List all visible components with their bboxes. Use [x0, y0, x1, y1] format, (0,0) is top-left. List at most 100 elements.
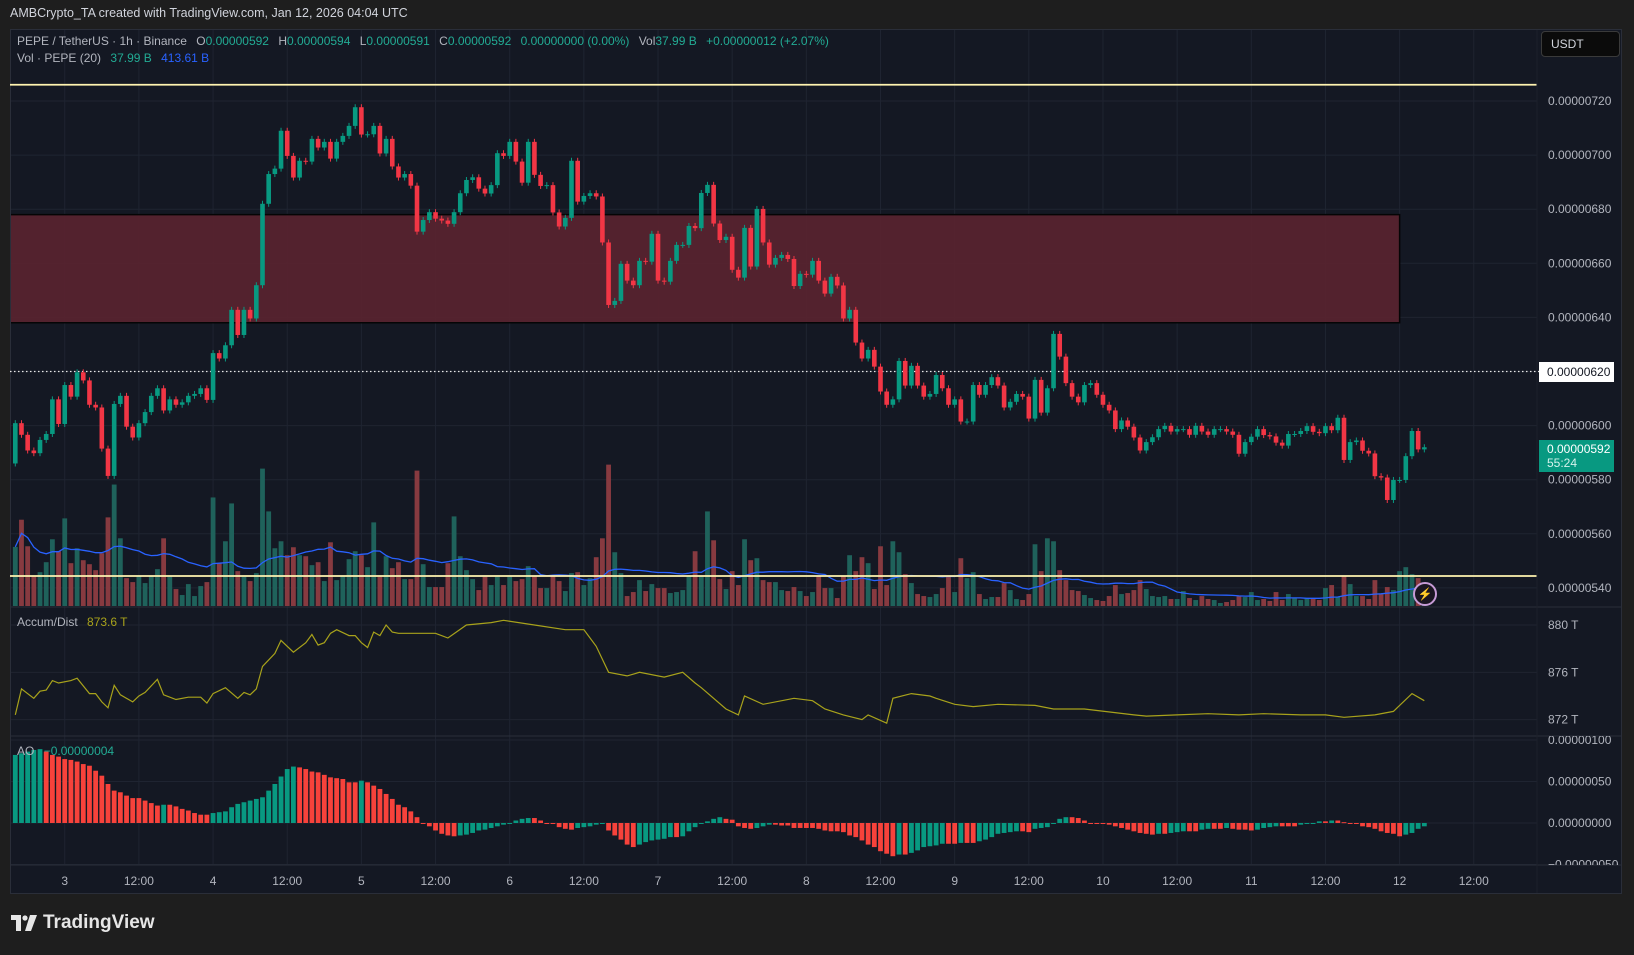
volume-bar — [334, 580, 340, 606]
candle-body — [1378, 476, 1384, 478]
time-axis-label: 7 — [655, 874, 662, 888]
candle-body — [581, 195, 587, 202]
ao-bar — [402, 807, 408, 823]
volume-bar — [371, 522, 377, 606]
candle-body — [686, 225, 692, 245]
volume-bar — [241, 576, 247, 606]
volume-bar — [482, 576, 488, 606]
change-value: 0.00000000 (0.00%) — [520, 34, 630, 48]
volume-bar — [1310, 598, 1316, 606]
ao-bar — [1001, 823, 1007, 833]
ao-bar — [439, 823, 445, 834]
volume-bar — [600, 538, 605, 606]
candle-body — [1045, 388, 1050, 413]
volume-bar — [87, 564, 92, 606]
candle-body — [260, 203, 265, 286]
ao-bar — [1038, 823, 1044, 828]
volume-bar — [383, 556, 389, 606]
ao-bar — [655, 823, 661, 840]
volume-bar — [562, 591, 568, 606]
ao-bar — [1082, 820, 1087, 823]
volume-bar — [1193, 600, 1199, 606]
candle-body — [742, 227, 747, 278]
candle-body — [204, 388, 210, 400]
volume-bar — [692, 551, 698, 606]
symbol-label[interactable]: PEPE / TetherUS · 1h · Binance — [17, 34, 187, 48]
ao-bar — [550, 823, 556, 824]
ao-bar — [99, 775, 105, 823]
accum-dist-label[interactable]: Accum/Dist — [17, 615, 78, 629]
volume-bar — [612, 552, 618, 606]
volume-bar — [1150, 596, 1155, 606]
candle-body — [315, 138, 321, 148]
ao-bar — [1094, 823, 1100, 824]
ao-bar — [1323, 821, 1328, 823]
volume-bar — [1119, 594, 1124, 606]
candle-body — [902, 360, 908, 386]
ao-bar — [1044, 823, 1050, 828]
volume-bar — [853, 571, 859, 606]
time-axis-label: 12:00 — [272, 874, 302, 888]
volume-bar — [1156, 597, 1161, 606]
candle-body — [1162, 425, 1168, 430]
ao-bar — [878, 823, 883, 852]
ao-label[interactable]: AO — [17, 744, 35, 758]
volume-bar — [1224, 602, 1229, 606]
candle-body — [93, 404, 98, 408]
ao-bar — [488, 823, 494, 828]
volume-bar — [148, 575, 154, 606]
volume-bar — [606, 464, 611, 606]
candle-body — [155, 388, 160, 396]
ao-bar — [1329, 820, 1335, 823]
candle-body — [847, 309, 852, 319]
ao-bar — [748, 823, 754, 829]
candle-body — [328, 141, 333, 159]
volume-bar — [457, 556, 463, 606]
candle-body — [266, 174, 271, 204]
volume-bar — [1094, 600, 1100, 606]
current-price-badge: 0.00000592 55:24 — [1539, 440, 1614, 472]
ao-bar — [1218, 823, 1223, 829]
volume-bar — [1205, 599, 1211, 606]
volume-bar — [501, 585, 506, 606]
tradingview-logo[interactable]: TradingView — [11, 912, 155, 934]
ao-bar — [1143, 823, 1149, 834]
volume-bar — [927, 597, 933, 606]
volume-bar — [624, 596, 630, 606]
volume-indicator-label[interactable]: Vol · PEPE (20) — [17, 51, 102, 65]
ao-bar — [532, 818, 537, 823]
candle-body — [457, 193, 463, 213]
ao-bar — [185, 810, 191, 823]
currency-button[interactable]: USDT — [1541, 31, 1620, 57]
candle-body — [785, 254, 791, 259]
ao-bar — [1100, 823, 1106, 824]
ao-bar — [1285, 823, 1291, 827]
volume-bar — [1292, 598, 1297, 606]
candle-body — [507, 141, 512, 156]
time-axis-label: 8 — [803, 874, 810, 888]
candle-body — [760, 208, 766, 243]
ao-bar — [1063, 817, 1069, 823]
volume-bar — [1038, 571, 1044, 606]
volume-bar — [247, 581, 253, 606]
volume-bar — [358, 555, 364, 606]
ao-bar — [1421, 823, 1427, 827]
ao-bar — [494, 823, 500, 827]
candle-body — [1224, 429, 1229, 432]
ao-bar — [1187, 823, 1192, 832]
volume-bar — [167, 576, 173, 606]
ao-bar — [334, 778, 340, 823]
candle-body — [192, 393, 197, 396]
volume-bar — [643, 591, 649, 606]
ao-bar — [964, 823, 970, 843]
candle-body — [1211, 429, 1217, 435]
volume-bar — [803, 596, 809, 606]
ao-bar — [19, 753, 24, 823]
candle-body — [223, 345, 228, 359]
candle-body — [50, 399, 55, 434]
lightning-icon[interactable]: ⚡ — [1413, 582, 1437, 606]
ao-bar — [575, 823, 581, 828]
volume-bar — [976, 594, 982, 606]
chart-frame — [10, 29, 1622, 894]
